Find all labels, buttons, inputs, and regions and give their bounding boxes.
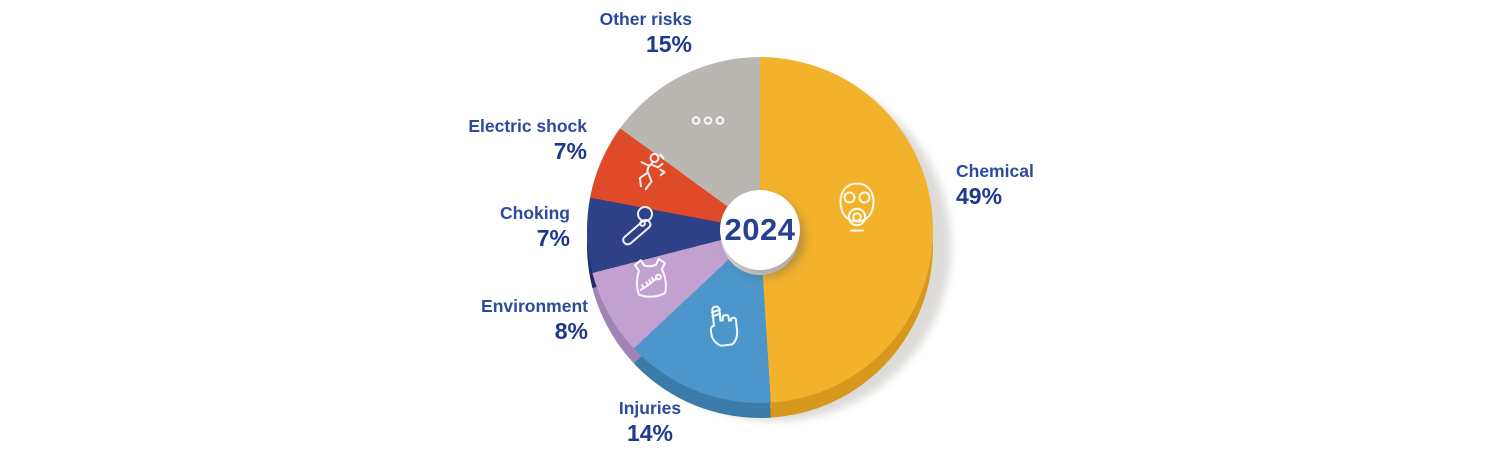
- label-environment: Environment 8%: [481, 295, 588, 345]
- label-choking: Choking 7%: [500, 202, 570, 252]
- label-injuries: Injuries 14%: [575, 397, 725, 447]
- slice-percent: 7%: [553, 138, 587, 164]
- choking-person-icon: [621, 205, 659, 247]
- slice-percent: 49%: [956, 183, 1003, 209]
- label-other-risks: Other risks 15%: [600, 8, 692, 58]
- electrocuted-person-icon: [630, 149, 668, 194]
- ellipsis-icon: [691, 115, 725, 126]
- slice-name: Injuries: [618, 398, 682, 418]
- slice-name: Environment: [481, 296, 588, 316]
- gas-mask-icon: [838, 182, 876, 234]
- slice-name: Choking: [500, 203, 570, 223]
- slice-name: Electric shock: [468, 116, 587, 136]
- slice-percent: 14%: [626, 420, 674, 446]
- slice-name: Other risks: [599, 9, 692, 29]
- plastic-bag-waste-icon: [630, 255, 673, 302]
- label-chemical: Chemical 49%: [956, 160, 1034, 210]
- slice-name: Chemical: [956, 161, 1034, 181]
- label-electric-shock: Electric shock 7%: [468, 115, 587, 165]
- slice-percent: 8%: [554, 318, 588, 344]
- slice-percent: 15%: [645, 31, 692, 57]
- slice-percent: 7%: [536, 225, 570, 251]
- bandaged-finger-hand-icon: [698, 299, 747, 353]
- year-label: 2024: [724, 212, 796, 247]
- year-badge: 2024: [720, 190, 800, 270]
